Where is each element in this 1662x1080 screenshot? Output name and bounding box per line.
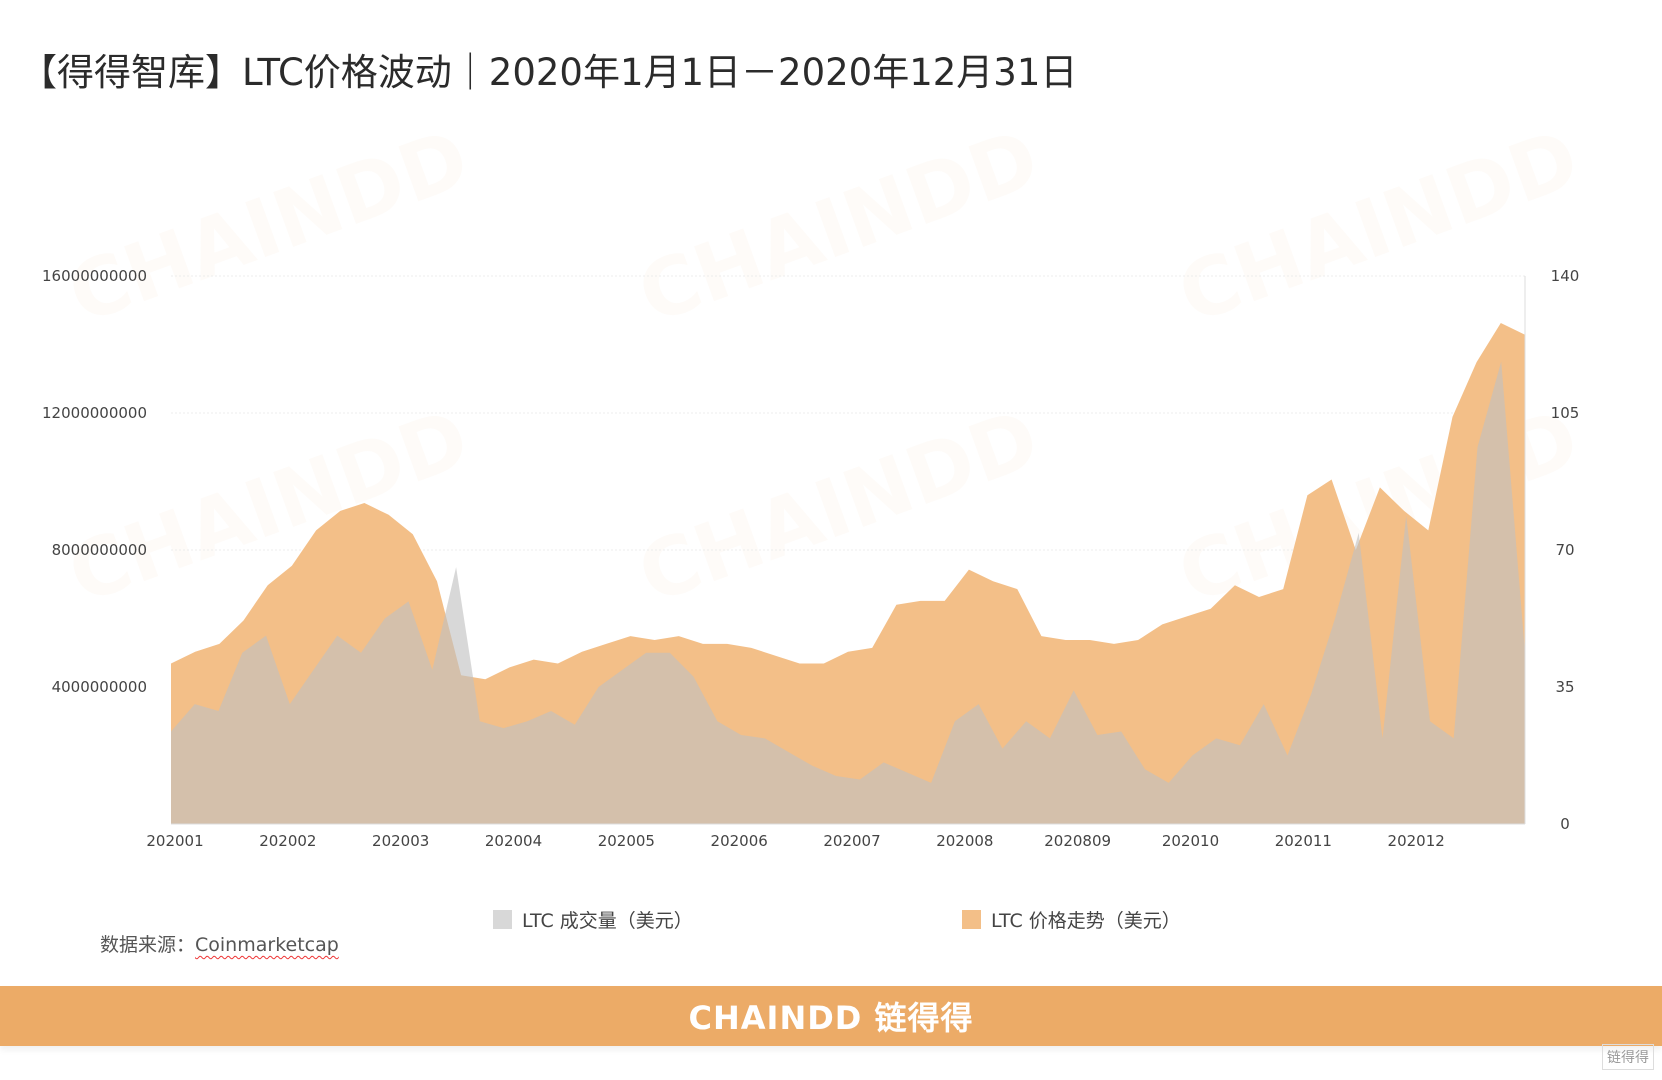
x-axis-tick-label: 202005 (598, 832, 655, 850)
price-area (171, 323, 1525, 824)
chart: 16000000000 12000000000 8000000000 40000000… (42, 267, 1580, 850)
x-axis-tick-label: 202001 (146, 832, 203, 850)
legend-label-price: LTC 价格走势（美元） (991, 910, 1181, 932)
footer-banner: CHAINDD 链得得 (0, 986, 1662, 1046)
left-axis-tick-label: 12000000000 (42, 404, 147, 422)
source-label: 数据来源： (100, 934, 196, 956)
left-axis-tick-label: 8000000000 (52, 541, 147, 559)
footer-brand: CHAINDD 链得得 (688, 999, 974, 1037)
data-source: 数据来源：Coinmarketcap (100, 930, 339, 957)
x-axis-tick-label: 202012 (1388, 832, 1445, 850)
x-axis-tick-label: 202003 (372, 832, 429, 850)
x-axis-tick-label: 202004 (485, 832, 542, 850)
x-axis-tick-label: 202007 (823, 832, 880, 850)
right-axis-tick-label: 70 (1555, 541, 1574, 559)
legend-price[interactable]: LTC 价格走势（美元） (962, 906, 1181, 933)
x-axis-tick-label: 202002 (259, 832, 316, 850)
right-axis-tick-label: 0 (1560, 815, 1570, 833)
x-axis-tick-label: 202011 (1275, 832, 1332, 850)
x-axis-tick-label: 202008 (936, 832, 993, 850)
right-axis-tick-label: 105 (1551, 404, 1580, 422)
right-axis-tick-label: 35 (1555, 678, 1574, 696)
right-axis-tick-label: 140 (1551, 267, 1580, 285)
x-axis-tick-label: 2020809 (1044, 832, 1111, 850)
legend-swatch-price (962, 910, 981, 929)
legend-swatch-volume (493, 910, 512, 929)
x-axis-tick-label: 202006 (711, 832, 768, 850)
left-axis-tick-label: 4000000000 (52, 678, 147, 696)
x-axis-tick-label: 202010 (1162, 832, 1219, 850)
page-title: 【得得智库】LTC价格波动｜2020年1月1日－2020年12月31日 (20, 51, 1078, 94)
left-axis-tick-label: 16000000000 (42, 267, 147, 285)
source-link[interactable]: Coinmarketcap (195, 934, 339, 956)
volume-area (171, 361, 1525, 824)
corner-logo: 链得得 (1602, 1044, 1654, 1070)
legend-label-volume: LTC 成交量（美元） (522, 910, 693, 932)
legend-volume[interactable]: LTC 成交量（美元） (493, 906, 693, 933)
